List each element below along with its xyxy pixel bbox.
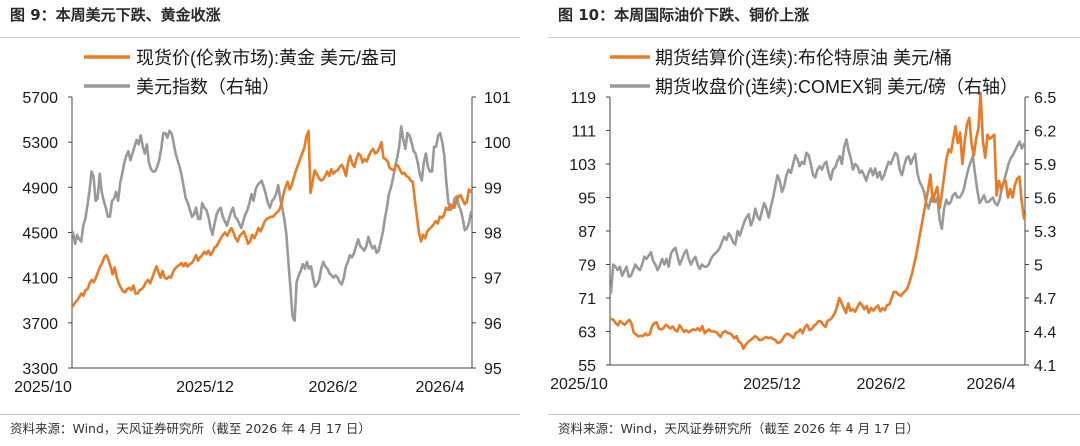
figure-title: 图 9：本周美元下跌、黄金收涨 <box>10 6 221 24</box>
y-tick-label-right: 5 <box>1034 258 1043 275</box>
source-rule <box>0 414 520 415</box>
legend-label: 期货结算价(连续):布伦特原油 美元/桶 <box>655 48 952 68</box>
legend-label: 现货价(伦敦市场):黄金 美元/盎司 <box>136 48 397 68</box>
y-tick-label-right: 4.1 <box>1034 358 1056 375</box>
y-tick-label-right: 98 <box>484 226 502 243</box>
x-tick-label: 2026/2 <box>857 376 906 393</box>
legend-label: 期货收盘价(连续):COMEX铜 美元/磅（右轴） <box>655 77 1018 97</box>
y-tick-label-left: 4900 <box>22 180 58 197</box>
figure-source: 资料来源：Wind，天风证券研究所（截至 2026 年 4 月 17 日） <box>10 421 371 436</box>
y-tick-label-left: 71 <box>578 291 596 308</box>
title-rule <box>548 37 1080 38</box>
x-tick-label: 2025/10 <box>550 376 608 393</box>
source-rule <box>548 414 1080 415</box>
series-line-secondary <box>609 138 1026 294</box>
legend-label: 美元指数（右轴） <box>136 77 280 97</box>
x-tick-label: 2025/12 <box>743 376 801 393</box>
chart-gold-dollar: 5700 5300 4900 4500 4100 3700 3300 101 100 99 98 97… <box>14 48 511 396</box>
y-tick-label-right: 99 <box>484 180 502 197</box>
series-line-secondary <box>71 125 473 322</box>
series-line-primary <box>609 91 1026 351</box>
y-tick-label-right: 5.3 <box>1034 224 1056 241</box>
y-tick-label-left: 3700 <box>22 316 58 333</box>
y-tick-label-right: 95 <box>484 361 502 378</box>
y-tick-label-left: 4500 <box>22 226 58 243</box>
y-tick-label-right: 100 <box>484 135 511 152</box>
y-tick-label-left: 5700 <box>22 90 58 107</box>
x-tick-label: 2026/2 <box>309 379 358 396</box>
title-rule <box>0 37 520 38</box>
y-tick-label-right: 97 <box>484 271 502 288</box>
y-tick-label-left: 4100 <box>22 271 58 288</box>
y-tick-label-left: 103 <box>569 157 596 174</box>
y-tick-label-right: 4.7 <box>1034 291 1056 308</box>
figure-9-panel: 图 9：本周美元下跌、黄金收涨 5700 5300 4900 4500 4100 3700… <box>0 0 520 446</box>
y-tick-label-right: 4.4 <box>1034 325 1056 342</box>
y-tick-label-right: 5.9 <box>1034 157 1056 174</box>
y-tick-label-left: 111 <box>572 124 596 141</box>
y-tick-label-right: 5.6 <box>1034 191 1056 208</box>
figure-title: 图 10：本周国际油价下跌、铜价上涨 <box>558 6 810 24</box>
y-tick-label-left: 95 <box>578 191 596 208</box>
y-tick-label-left: 55 <box>578 358 596 375</box>
y-tick-label-right: 96 <box>484 316 502 333</box>
x-tick-label: 2025/12 <box>176 379 234 396</box>
chart-oil-copper: 119 111 103 95 87 79 71 63 55 6.5 6.2 5.9 5.6 5.3 5 4.7… <box>550 48 1056 393</box>
x-tick-label: 2026/4 <box>967 376 1016 393</box>
figure-source: 资料来源：Wind，天风证券研究所（截至 2026 年 4 月 17 日） <box>558 421 919 436</box>
x-tick-label: 2025/10 <box>14 379 72 396</box>
series-line-primary <box>71 129 473 308</box>
x-tick-label: 2026/4 <box>416 379 465 396</box>
y-tick-label-left: 119 <box>570 90 596 107</box>
figure-10-panel: 图 10：本周国际油价下跌、铜价上涨 119 111 103 95 87 79 71 63 55… <box>548 0 1080 446</box>
y-tick-label-right: 101 <box>484 90 511 107</box>
y-tick-label-right: 6.5 <box>1034 90 1056 107</box>
y-tick-label-left: 3300 <box>22 361 58 378</box>
y-tick-label-left: 5300 <box>22 135 58 152</box>
y-tick-label-left: 63 <box>578 325 596 342</box>
y-tick-label-right: 6.2 <box>1034 124 1056 141</box>
y-tick-label-left: 87 <box>578 224 596 241</box>
y-tick-label-left: 79 <box>578 258 596 275</box>
